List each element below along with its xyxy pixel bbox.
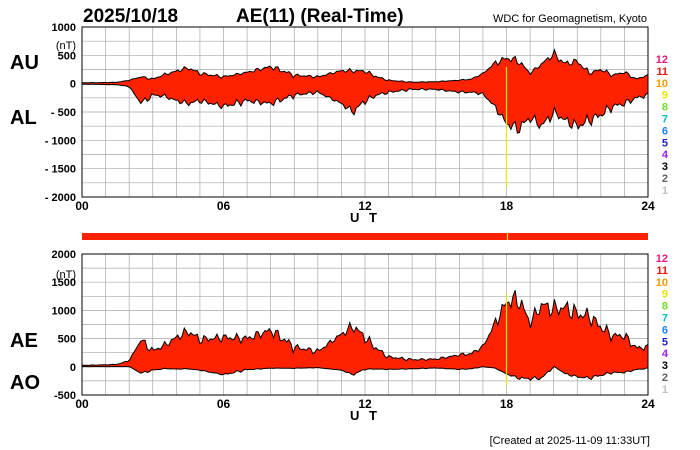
y-unit-label: (nT) bbox=[56, 269, 76, 281]
station-count-label: 1 bbox=[662, 185, 668, 197]
series-label-au: AU bbox=[10, 52, 39, 74]
panel-2 bbox=[81, 253, 649, 396]
x-tick-label: 18 bbox=[500, 199, 514, 213]
station-count-label: 6 bbox=[662, 324, 668, 336]
series-label-al: AL bbox=[10, 107, 37, 129]
station-count-label: 10 bbox=[656, 78, 668, 90]
station-count-label: 12 bbox=[656, 253, 668, 265]
station-count-label: 4 bbox=[662, 348, 669, 360]
y-tick-label: - 2000 bbox=[45, 192, 76, 204]
x-tick-label: 06 bbox=[217, 397, 231, 411]
station-count-label: 12 bbox=[656, 54, 668, 66]
station-count-label: 2 bbox=[662, 372, 668, 384]
station-count-label: 3 bbox=[662, 161, 668, 173]
x-tick-label: 24 bbox=[641, 199, 655, 213]
y-tick-label: 0 bbox=[70, 362, 76, 374]
y-tick-label: 2000 bbox=[52, 249, 76, 261]
x-tick-label: 06 bbox=[217, 199, 231, 213]
station-count-label: 8 bbox=[662, 301, 668, 313]
y-tick-label: - 1500 bbox=[45, 164, 76, 176]
series-line-ao bbox=[82, 365, 649, 381]
y-tick-label: - 1000 bbox=[45, 135, 76, 147]
station-count-label: 3 bbox=[662, 360, 668, 372]
y-tick-label: 1000 bbox=[52, 305, 76, 317]
station-count-label: 9 bbox=[662, 289, 668, 301]
x-axis-label: U T bbox=[350, 210, 380, 225]
panel-1 bbox=[81, 26, 649, 198]
date-label: 2025/10/18 bbox=[83, 6, 178, 27]
y-tick-label: - 500 bbox=[51, 107, 76, 119]
y-tick-label: 500 bbox=[58, 334, 76, 346]
source-label: WDC for Geomagnetism, Kyoto bbox=[493, 13, 647, 25]
station-count-label: 2 bbox=[662, 173, 668, 185]
station-count-label: 11 bbox=[656, 66, 668, 78]
x-tick-label: 12 bbox=[358, 397, 372, 411]
series-line-au bbox=[81, 48, 649, 84]
plot-frame bbox=[81, 26, 649, 198]
station-count-label: 6 bbox=[662, 125, 668, 137]
station-count-label: 11 bbox=[656, 265, 668, 277]
y-tick-label: 1000 bbox=[52, 22, 76, 34]
x-tick-label: 12 bbox=[358, 199, 372, 213]
status-bar bbox=[82, 233, 648, 240]
station-count-label: 7 bbox=[662, 313, 668, 325]
x-tick-label: 18 bbox=[500, 397, 514, 411]
station-count-label: 9 bbox=[662, 90, 668, 102]
y-tick-label: 1500 bbox=[52, 277, 76, 289]
series-line-al bbox=[82, 83, 649, 134]
series-label-ae: AE bbox=[10, 330, 38, 352]
x-axis-label: U T bbox=[350, 408, 380, 423]
x-tick-label: 00 bbox=[75, 199, 89, 213]
station-count-label: 8 bbox=[662, 102, 668, 114]
x-tick-label: 00 bbox=[75, 397, 89, 411]
created-timestamp: [Created at 2025-11-09 11:33UT] bbox=[490, 435, 650, 447]
y-unit-label: (nT) bbox=[56, 40, 76, 52]
station-count-label: 5 bbox=[662, 336, 668, 348]
y-tick-label: 500 bbox=[58, 50, 76, 62]
station-count-label: 5 bbox=[662, 137, 668, 149]
station-count-label: 10 bbox=[656, 277, 668, 289]
plot-frame bbox=[81, 253, 649, 396]
station-count-label: 4 bbox=[662, 149, 669, 161]
series-label-ao: AO bbox=[10, 372, 40, 394]
y-tick-label: 0 bbox=[70, 79, 76, 91]
y-tick-label: -500 bbox=[54, 390, 76, 402]
series-line-ae bbox=[81, 290, 649, 366]
chart-title: AE(11) (Real-Time) bbox=[236, 6, 404, 27]
station-count-label: 1 bbox=[662, 384, 668, 396]
x-tick-label: 24 bbox=[641, 397, 655, 411]
station-count-label: 7 bbox=[662, 114, 668, 126]
